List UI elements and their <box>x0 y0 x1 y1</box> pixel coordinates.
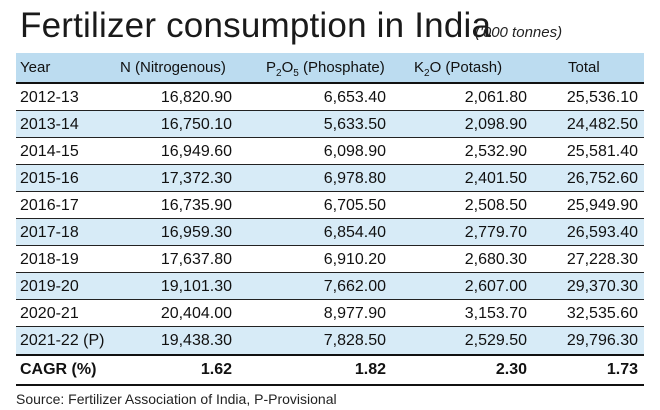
cell-total: 32,535.60 <box>566 305 638 322</box>
cell-phosphate: 6,910.20 <box>323 251 386 268</box>
header-total: Total <box>568 59 600 76</box>
cagr-total: 1.73 <box>606 361 638 378</box>
cagr-n: 1.62 <box>200 361 232 378</box>
table-row: 2018-19 17,637.80 6,910.20 2,680.30 27,228.3… <box>16 246 644 273</box>
header-phosphate-label: (Phosphate) <box>298 59 385 76</box>
header-nitrogenous: N (Nitrogenous) <box>120 59 226 76</box>
unit-note: ('000 tonnes) <box>475 24 563 41</box>
table-row: 2015-16 17,372.30 6,978.80 2,401.50 26,752.6… <box>16 165 644 192</box>
header-potash-sub: 2 <box>424 68 430 79</box>
cell-nitrogenous: 20,404.00 <box>160 305 232 322</box>
cagr-k: 2.30 <box>495 361 527 378</box>
cell-potash: 2,098.90 <box>464 116 527 133</box>
table-row: 2014-15 16,949.60 6,098.90 2,532.90 25,581.4… <box>16 138 644 165</box>
cell-total: 26,752.60 <box>566 170 638 187</box>
cell-potash: 2,508.50 <box>464 197 527 214</box>
cell-year: 2018-19 <box>20 251 79 268</box>
cell-phosphate: 6,098.90 <box>323 143 386 160</box>
cell-potash: 2,680.30 <box>464 251 527 268</box>
cell-potash: 2,779.70 <box>464 224 527 241</box>
cell-nitrogenous: 17,637.80 <box>160 251 232 268</box>
cell-year: 2015-16 <box>20 170 79 187</box>
cell-total: 25,581.40 <box>566 143 638 160</box>
title-row: Fertilizer consumption in India ('000 to… <box>20 6 650 48</box>
cell-total: 24,482.50 <box>566 116 638 133</box>
cagr-p: 1.82 <box>354 361 386 378</box>
cell-potash: 2,529.50 <box>464 332 527 349</box>
cell-nitrogenous: 16,820.90 <box>160 89 232 106</box>
cell-potash: 2,061.80 <box>464 89 527 106</box>
cell-total: 25,949.90 <box>566 197 638 214</box>
cell-nitrogenous: 19,101.30 <box>160 278 232 295</box>
header-phosphate: P2O5 (Phosphate) <box>266 53 385 84</box>
cell-year: 2012-13 <box>20 89 79 106</box>
cell-total: 27,228.30 <box>566 251 638 268</box>
table-row: 2019-20 19,101.30 7,662.00 2,607.00 29,370.3… <box>16 273 644 300</box>
table-row: 2021-22 (P) 19,438.30 7,828.50 2,529.50 29,7… <box>16 327 644 354</box>
header-phosphate-sub1: 2 <box>276 68 282 79</box>
cell-year: 2016-17 <box>20 197 79 214</box>
cagr-rule <box>16 354 644 356</box>
cell-year: 2017-18 <box>20 224 79 241</box>
cell-potash: 2,401.50 <box>464 170 527 187</box>
cell-nitrogenous: 16,959.30 <box>160 224 232 241</box>
data-table: Year N (Nitrogenous) P2O5 (Phosphate) K2… <box>16 53 644 386</box>
cell-total: 25,536.10 <box>566 89 638 106</box>
cell-nitrogenous: 16,750.10 <box>160 116 232 133</box>
cell-phosphate: 6,705.50 <box>323 197 386 214</box>
bottom-rule <box>16 384 644 386</box>
cell-phosphate: 6,653.40 <box>323 89 386 106</box>
table-row: 2013-14 16,750.10 5,633.50 2,098.90 24,482.5… <box>16 111 644 138</box>
cell-year: 2013-14 <box>20 116 79 133</box>
cell-potash: 3,153.70 <box>464 305 527 322</box>
header-potash-label: O (Potash) <box>429 59 503 76</box>
table-row: 2017-18 16,959.30 6,854.40 2,779.70 26,593.4… <box>16 219 644 246</box>
cell-nitrogenous: 16,735.90 <box>160 197 232 214</box>
cagr-row: CAGR (%) 1.62 1.82 2.30 1.73 <box>16 356 644 384</box>
cell-total: 29,370.30 <box>566 278 638 295</box>
header-potash-k: K <box>414 59 425 76</box>
cell-total: 26,593.40 <box>566 224 638 241</box>
header-phosphate-o: O <box>281 59 294 76</box>
cell-phosphate: 8,977.90 <box>323 305 386 322</box>
cell-nitrogenous: 16,949.60 <box>160 143 232 160</box>
cell-total: 29,796.30 <box>566 332 638 349</box>
header-phosphate-sub2: 5 <box>293 68 299 79</box>
chart-title: Fertilizer consumption in India <box>20 6 492 45</box>
table-row: 2012-13 16,820.90 6,653.40 2,061.80 25,536.1… <box>16 84 644 111</box>
header-phosphate-p: P <box>266 59 277 76</box>
cell-phosphate: 7,828.50 <box>323 332 386 349</box>
cell-year: 2020-21 <box>20 305 79 322</box>
cell-nitrogenous: 19,438.30 <box>160 332 232 349</box>
table-row: 2016-17 16,735.90 6,705.50 2,508.50 25,949.9… <box>16 192 644 219</box>
table-body: 2012-13 16,820.90 6,653.40 2,061.80 25,536.1… <box>16 84 644 354</box>
cell-phosphate: 6,978.80 <box>323 170 386 187</box>
cell-potash: 2,532.90 <box>464 143 527 160</box>
cell-phosphate: 6,854.40 <box>323 224 386 241</box>
table-header: Year N (Nitrogenous) P2O5 (Phosphate) K2… <box>16 53 644 82</box>
cell-phosphate: 5,633.50 <box>323 116 386 133</box>
header-rule <box>16 82 644 84</box>
cell-phosphate: 7,662.00 <box>323 278 386 295</box>
table-row: 2020-21 20,404.00 8,977.90 3,153.70 32,535.6… <box>16 300 644 327</box>
cell-year: 2014-15 <box>20 143 79 160</box>
cell-potash: 2,607.00 <box>464 278 527 295</box>
cell-year: 2019-20 <box>20 278 79 295</box>
cell-nitrogenous: 17,372.30 <box>160 170 232 187</box>
cagr-label: CAGR (%) <box>20 361 97 378</box>
header-potash: K2O (Potash) <box>414 53 502 84</box>
source-note: Source: Fertilizer Association of India,… <box>16 391 337 407</box>
header-year: Year <box>20 59 51 76</box>
cell-year: 2021-22 (P) <box>20 332 105 349</box>
